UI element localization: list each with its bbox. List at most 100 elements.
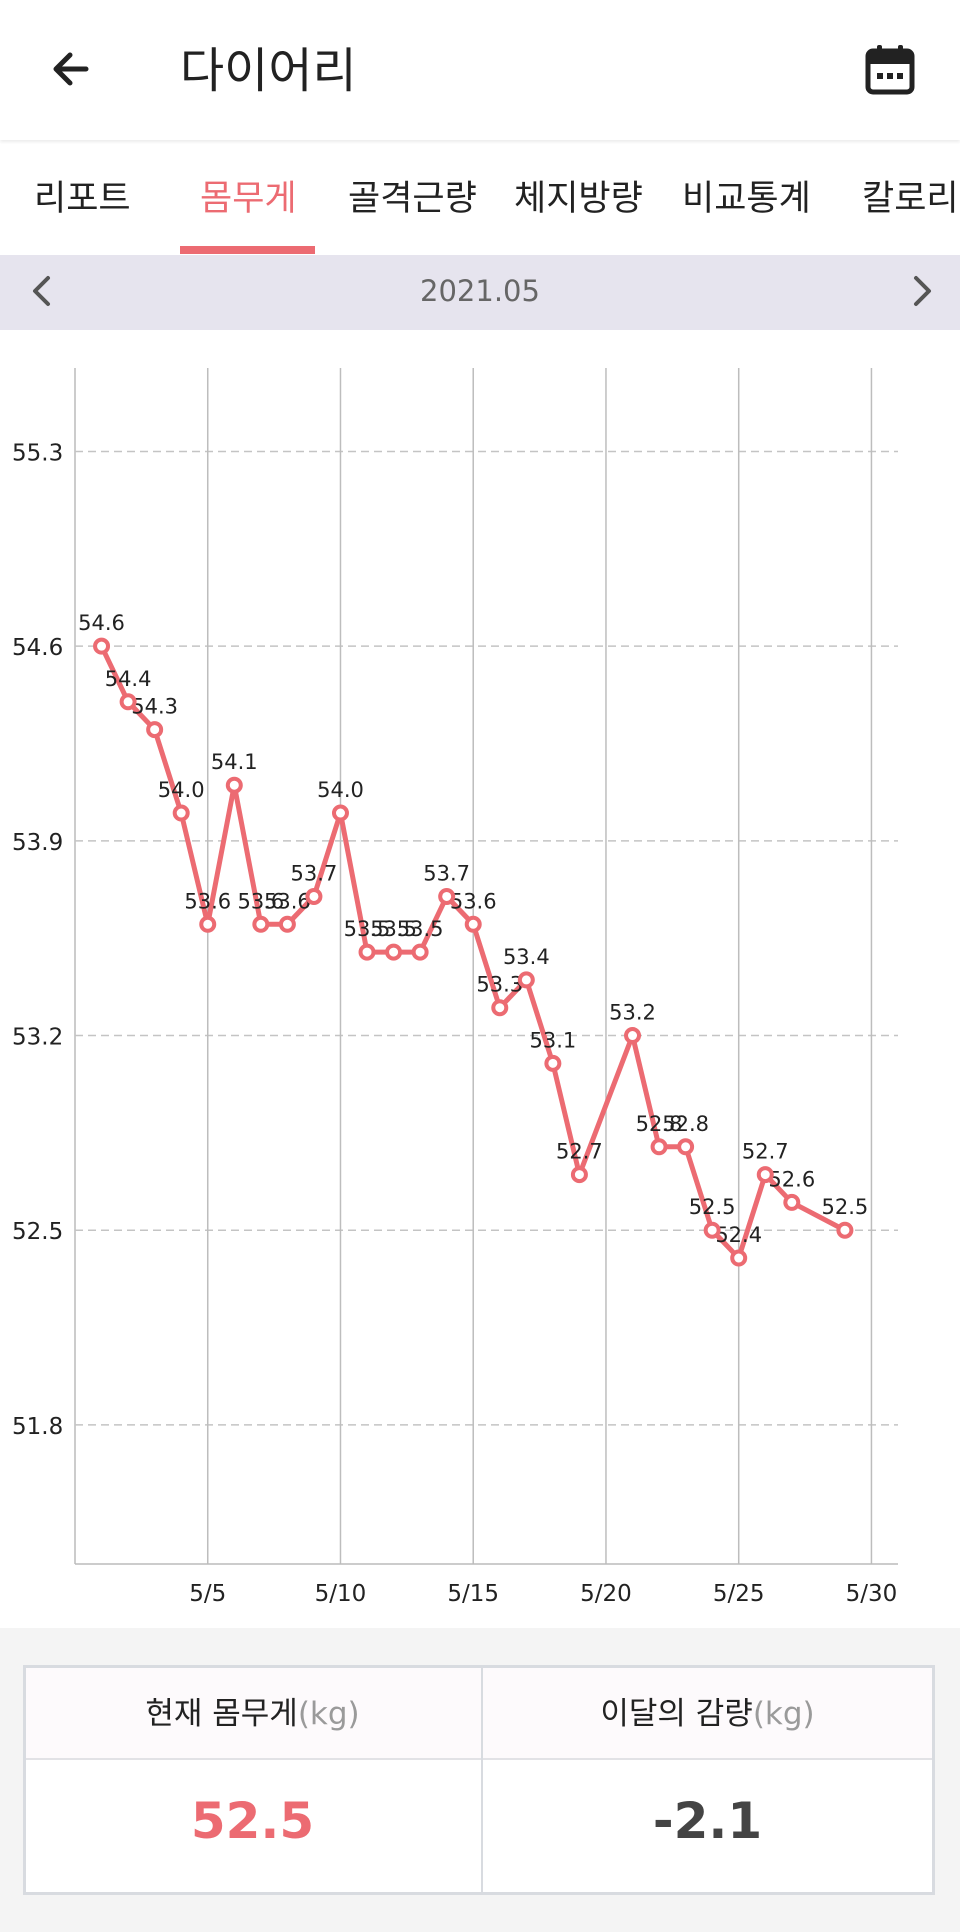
column-divider [481, 1668, 483, 1892]
monthly-loss-unit: (kg) [752, 1696, 815, 1732]
data-point [464, 915, 482, 933]
data-point [331, 804, 349, 822]
page-title: 다이어리 [180, 43, 357, 99]
x-tick-label: 5/30 [846, 1581, 898, 1607]
data-point [305, 887, 323, 905]
data-label: 54.0 [158, 778, 205, 802]
weight-chart: 51.8 52.5 53.2 53.9 54.6 55.3 5/5 5/10 5/15 5/20 5… [0, 330, 960, 1628]
data-point [225, 776, 243, 794]
data-point [783, 1193, 801, 1211]
x-tick-label: 5/20 [580, 1581, 632, 1607]
weight-line-chart: 51.8 52.5 53.2 53.9 54.6 55.3 5/5 5/10 5/15 5/20 5… [12, 368, 898, 1607]
data-point [411, 943, 429, 961]
data-label: 53.5 [370, 917, 417, 941]
y-tick-label: 54.6 [12, 635, 63, 661]
calendar-icon [865, 45, 915, 95]
monthly-loss-value: -2.1 [652, 1792, 763, 1850]
data-label: 53.6 [184, 889, 231, 913]
data-label: 53.2 [609, 1001, 656, 1025]
y-tick-label: 51.8 [12, 1414, 63, 1440]
data-label: 54.1 [211, 750, 258, 774]
x-tick-label: 5/25 [713, 1581, 765, 1607]
month-navigator: 2021.05 [0, 255, 960, 330]
chevron-right-icon [914, 276, 931, 306]
data-point [544, 1054, 562, 1072]
data-label: 52.7 [742, 1140, 789, 1164]
data-point [570, 1166, 588, 1184]
y-tick-label: 52.5 [12, 1219, 63, 1245]
data-point [650, 1138, 668, 1156]
data-point [199, 915, 217, 933]
x-tick-label: 5/10 [315, 1581, 367, 1607]
data-label: 53.7 [291, 861, 338, 885]
data-label: 53.5 [344, 917, 391, 941]
tab-body-fat[interactable]: 체지방량 [514, 179, 643, 219]
data-point [677, 1138, 695, 1156]
data-label: 54.4 [105, 667, 152, 691]
data-point [278, 915, 296, 933]
tab-skeletal-muscle[interactable]: 골격근량 [348, 179, 477, 219]
data-point [146, 721, 164, 739]
data-label: 53.6 [264, 889, 311, 913]
app-header: 다이어리 [0, 0, 960, 140]
data-label: 52.8 [636, 1112, 683, 1136]
data-label: 53.3 [476, 973, 523, 997]
arrow-left-icon [53, 52, 89, 86]
data-label: 53.5 [397, 917, 444, 941]
data-point [385, 943, 403, 961]
data-label: 54.0 [317, 778, 364, 802]
tab-report[interactable]: 리포트 [34, 179, 131, 219]
data-point [624, 1027, 642, 1045]
data-point [93, 637, 111, 655]
data-label: 52.8 [662, 1112, 709, 1136]
data-label: 52.7 [556, 1140, 603, 1164]
y-tick-label: 53.2 [12, 1025, 63, 1051]
monthly-loss-label-text: 이달의 감량 [600, 1696, 753, 1732]
current-month-label: 2021.05 [420, 274, 540, 308]
current-weight-label: 현재 몸무게(kg) [26, 1694, 479, 1734]
tab-compare-stats[interactable]: 비교통계 [682, 179, 811, 219]
data-point [756, 1166, 774, 1184]
data-point [252, 915, 270, 933]
data-label: 54.6 [78, 611, 125, 635]
current-weight-label-text: 현재 몸무게 [145, 1696, 298, 1732]
next-month-button[interactable] [900, 269, 944, 313]
current-weight-value: 52.5 [190, 1792, 315, 1850]
back-button[interactable] [40, 38, 102, 100]
y-tick-label: 53.9 [12, 830, 63, 856]
data-label: 53.4 [503, 945, 550, 969]
data-point [358, 943, 376, 961]
data-point [517, 971, 535, 989]
previous-month-button[interactable] [20, 269, 64, 313]
data-point [438, 887, 456, 905]
data-point [703, 1221, 721, 1239]
data-point [119, 693, 137, 711]
tab-bar: 리포트 몸무게 골격근량 체지방량 비교통계 칼로리 [0, 144, 960, 254]
data-point [172, 804, 190, 822]
current-weight-unit: (kg) [297, 1696, 360, 1732]
data-label: 53.6 [237, 889, 284, 913]
chevron-left-icon [33, 276, 50, 306]
data-label: 53.7 [423, 861, 470, 885]
data-label: 54.3 [131, 695, 178, 719]
active-tab-indicator [180, 246, 315, 254]
data-point [491, 999, 509, 1017]
data-label: 53.1 [529, 1028, 576, 1052]
tab-weight[interactable]: 몸무게 [200, 179, 297, 219]
stats-section: 현재 몸무게(kg) 이달의 감량(kg) 52.5 -2.1 [0, 1628, 960, 1932]
x-tick-label: 5/15 [447, 1581, 499, 1607]
calendar-button[interactable] [862, 42, 918, 98]
data-label: 53.6 [450, 889, 497, 913]
data-label: 52.4 [715, 1223, 762, 1247]
x-tick-label: 5/5 [189, 1581, 226, 1607]
data-point [730, 1249, 748, 1267]
data-point [836, 1221, 854, 1239]
y-tick-label: 55.3 [12, 440, 63, 466]
data-label: 52.5 [822, 1195, 869, 1219]
summary-header-row [26, 1668, 932, 1760]
data-label: 52.6 [768, 1167, 815, 1191]
weight-summary-table: 현재 몸무게(kg) 이달의 감량(kg) 52.5 -2.1 [23, 1665, 935, 1895]
monthly-loss-label: 이달의 감량(kg) [481, 1694, 934, 1734]
data-label: 52.5 [689, 1195, 736, 1219]
tab-calories[interactable]: 칼로리 [862, 179, 959, 219]
